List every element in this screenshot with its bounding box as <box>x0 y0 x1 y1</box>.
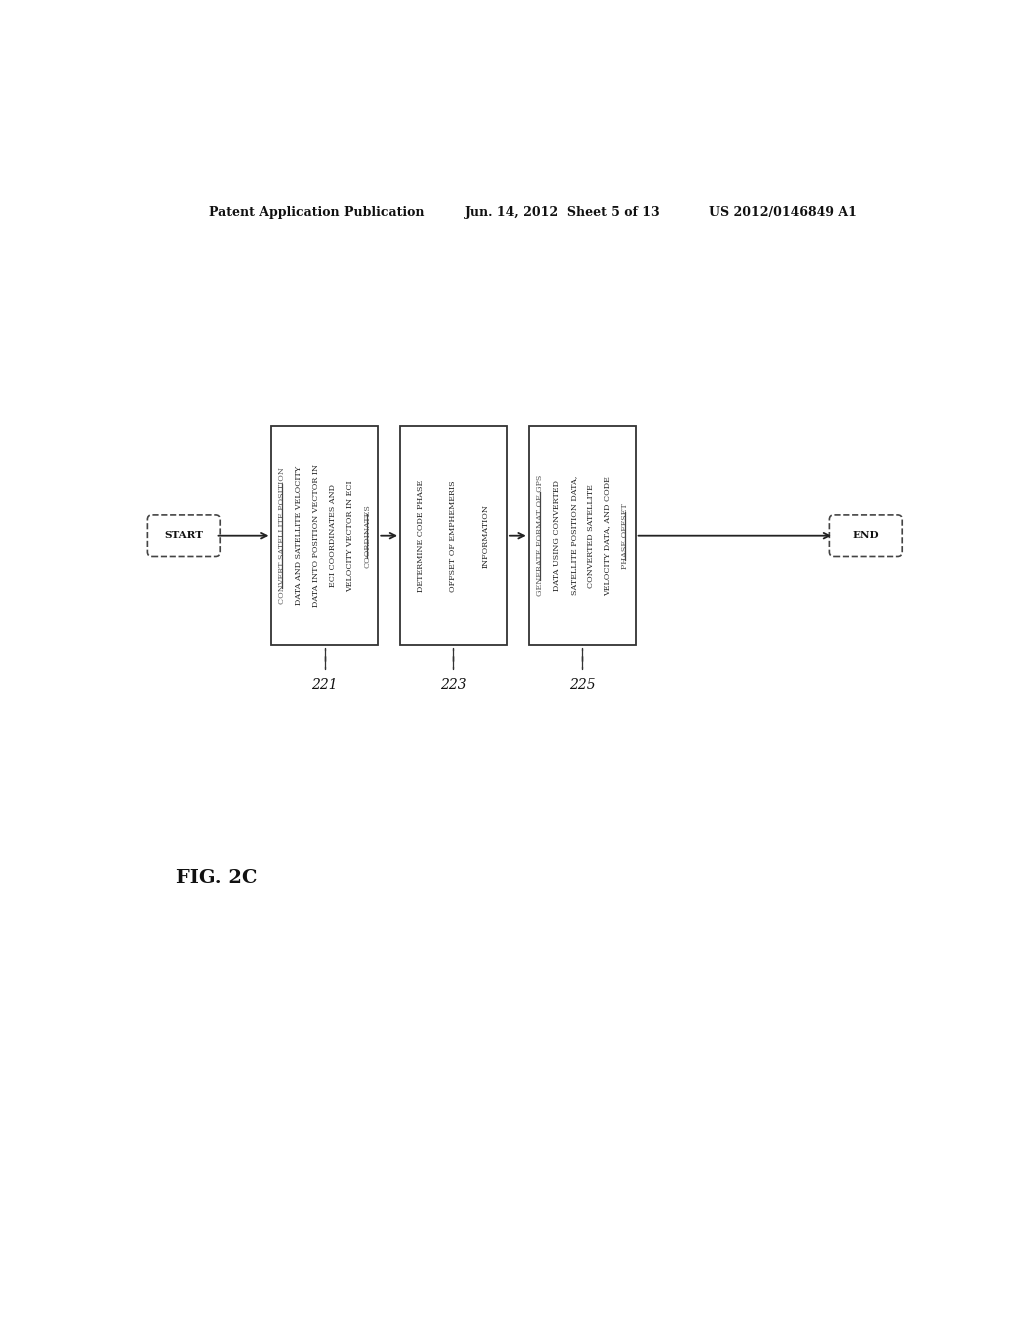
Bar <box>400 426 507 645</box>
Text: CONVERTED SATELLITE: CONVERTED SATELLITE <box>587 483 595 587</box>
Text: DATA AND SATELLITE VELOCITY: DATA AND SATELLITE VELOCITY <box>295 466 303 606</box>
Text: END: END <box>853 531 880 540</box>
Text: CONVERT SATELLITE POSITION: CONVERT SATELLITE POSITION <box>279 467 287 605</box>
Text: DETERMINE CODE PHASE: DETERMINE CODE PHASE <box>417 479 425 591</box>
Text: SATELLITE POSITION DATA,: SATELLITE POSITION DATA, <box>569 477 578 595</box>
Text: VELOCITY DATA, AND CODE: VELOCITY DATA, AND CODE <box>603 475 611 595</box>
Text: PHASE OFFSET: PHASE OFFSET <box>621 503 629 569</box>
Text: INFORMATION: INFORMATION <box>482 504 489 568</box>
Text: COORDINATES: COORDINATES <box>364 504 372 568</box>
Text: US 2012/0146849 A1: US 2012/0146849 A1 <box>710 206 857 219</box>
Text: 223: 223 <box>440 677 467 692</box>
Text: 221: 221 <box>311 677 338 692</box>
Text: Jun. 14, 2012  Sheet 5 of 13: Jun. 14, 2012 Sheet 5 of 13 <box>465 206 660 219</box>
Bar <box>271 426 378 645</box>
Text: FIG. 2C: FIG. 2C <box>176 870 258 887</box>
Text: DATA USING CONVERTED: DATA USING CONVERTED <box>553 480 561 591</box>
Bar <box>528 426 636 645</box>
Text: OFFSET OF EMPHEMERIS: OFFSET OF EMPHEMERIS <box>450 480 458 591</box>
Text: VELOCITY VECTOR IN ECI: VELOCITY VECTOR IN ECI <box>346 480 354 591</box>
Text: ECI COORDINATES AND: ECI COORDINATES AND <box>330 484 337 587</box>
Text: START: START <box>164 531 204 540</box>
Text: DATA INTO POSITION VECTOR IN: DATA INTO POSITION VECTOR IN <box>312 465 321 607</box>
Text: Patent Application Publication: Patent Application Publication <box>209 206 425 219</box>
Text: 225: 225 <box>569 677 596 692</box>
Text: GENERATE FORMAT OF GPS: GENERATE FORMAT OF GPS <box>536 475 544 597</box>
